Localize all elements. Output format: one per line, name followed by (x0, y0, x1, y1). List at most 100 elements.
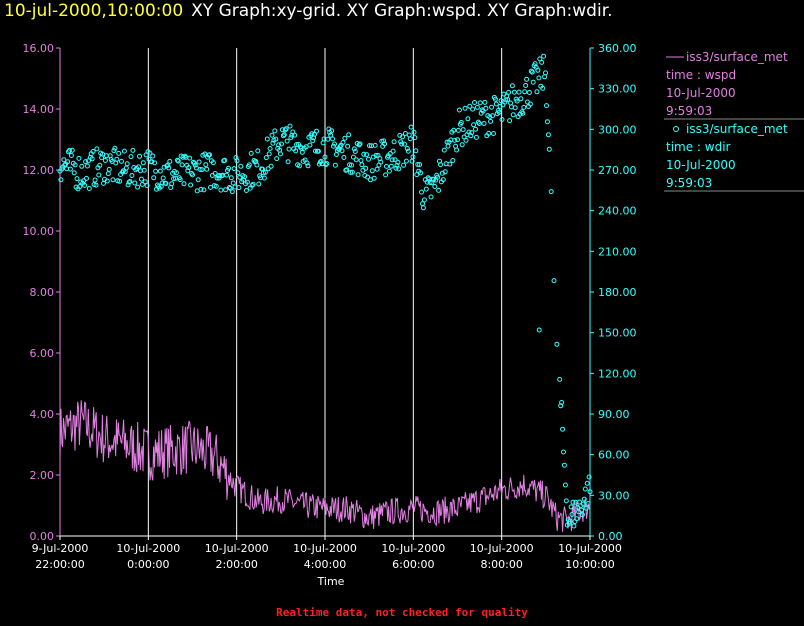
wdir-point (415, 162, 421, 167)
wdir-point (542, 74, 548, 80)
wdir-point (527, 101, 533, 107)
left-tick-label: 12.00 (23, 164, 55, 177)
wdir-point (112, 145, 118, 151)
wdir-point (195, 177, 201, 183)
wdir-point (350, 154, 356, 160)
left-tick-label: 14.00 (23, 103, 55, 116)
wdir-point (256, 181, 262, 187)
wdir-point (586, 474, 592, 480)
wdir-point (468, 133, 474, 139)
wdir-point (544, 119, 550, 125)
wdir-point (173, 170, 179, 176)
wdir-point (582, 486, 588, 492)
wdir-point (175, 158, 181, 164)
wdir-point (567, 518, 573, 524)
wdir-point (514, 98, 520, 104)
wdir-point (445, 143, 451, 149)
wspd-line (59, 400, 591, 532)
wdir-point (265, 166, 271, 172)
wdir-point (117, 178, 123, 184)
wdir-point (543, 70, 548, 76)
wdir-point (198, 186, 204, 192)
wdir-point (230, 180, 236, 186)
left-tick-label: 2.00 (30, 469, 55, 482)
wdir-point (310, 138, 316, 144)
wdir-point (447, 161, 453, 167)
wdir-point (293, 148, 299, 154)
right-tick-label: 60.00 (598, 449, 630, 462)
wdir-point (199, 167, 205, 173)
wdir-point (278, 151, 283, 157)
wdir-point (318, 158, 324, 164)
wdir-point (97, 162, 103, 168)
wdir-point (441, 147, 447, 153)
wdir-point (264, 136, 270, 142)
wdir-point (469, 130, 475, 136)
right-tick-label: 90.00 (598, 408, 630, 421)
wdir-point (587, 489, 593, 495)
wdir-point (395, 159, 401, 165)
left-axis-ticks: 0.00 2.00 4.00 6.00 8.00 10.00 12.00 14.00 16.00 (23, 42, 60, 543)
wdir-point (417, 162, 423, 168)
wdir-point (366, 156, 371, 162)
wdir-point (355, 172, 361, 178)
wdir-point (135, 184, 141, 190)
wdir-point (548, 189, 554, 195)
wdir-point (389, 157, 395, 163)
wdir-point (399, 141, 405, 147)
wdir-point (570, 499, 576, 505)
wdir-point (358, 158, 364, 163)
right-axis-ticks: 0.00 30.00 60.00 90.00 120.00 150.00 180.00 210… (590, 42, 637, 543)
quality-note: Realtime data, not checked for quality (276, 606, 528, 619)
wdir-point (298, 145, 304, 151)
wdir-point (121, 148, 127, 154)
wdir-point (279, 141, 284, 147)
wdir-point (455, 137, 460, 143)
wdir-point (267, 146, 273, 151)
wdir-point (272, 128, 278, 134)
wdir-point (528, 68, 534, 74)
wdir-point (379, 138, 385, 144)
wdir-point (451, 127, 457, 133)
wdir-point (192, 162, 198, 168)
wdir-point (344, 167, 350, 173)
wdir-point (322, 154, 328, 160)
wdir-point (144, 183, 150, 189)
wdir-point (374, 166, 380, 172)
wdir-point (305, 163, 311, 169)
wdir-point (223, 187, 229, 193)
wdir-point (574, 516, 580, 522)
wdir-point (423, 186, 429, 192)
wdir-point (236, 185, 242, 191)
wdir-point (242, 174, 248, 180)
wdir-point (476, 121, 482, 126)
x-tick-date: 10-Jul-2000 (558, 542, 622, 555)
wdir-point (161, 164, 167, 170)
wdir-point (544, 103, 549, 109)
wdir-point (81, 178, 87, 184)
wdir-point (580, 501, 586, 507)
wdir-point (255, 148, 261, 154)
wdir-point (139, 182, 145, 187)
wdir-point (79, 163, 85, 169)
wdir-point (313, 148, 318, 154)
wdir-point (102, 158, 108, 163)
wdir-point (65, 159, 71, 165)
wdir-point (412, 135, 418, 141)
wdir-point (378, 159, 384, 165)
wdir-point (493, 101, 499, 107)
wdir-point (456, 107, 462, 113)
wdir-point (340, 140, 346, 145)
wdir-point (250, 181, 256, 187)
wdir-point (283, 126, 289, 132)
wdir-point (324, 161, 330, 167)
wdir-point (584, 480, 590, 486)
wdir-point (226, 165, 231, 171)
wdir-point (213, 183, 219, 189)
wdir-point (346, 132, 352, 138)
wdir-point (150, 153, 156, 159)
legend-variable: time : wdir (666, 140, 731, 154)
wdir-point (365, 174, 371, 180)
wdir-point (506, 89, 512, 95)
wdir-point (466, 129, 472, 135)
